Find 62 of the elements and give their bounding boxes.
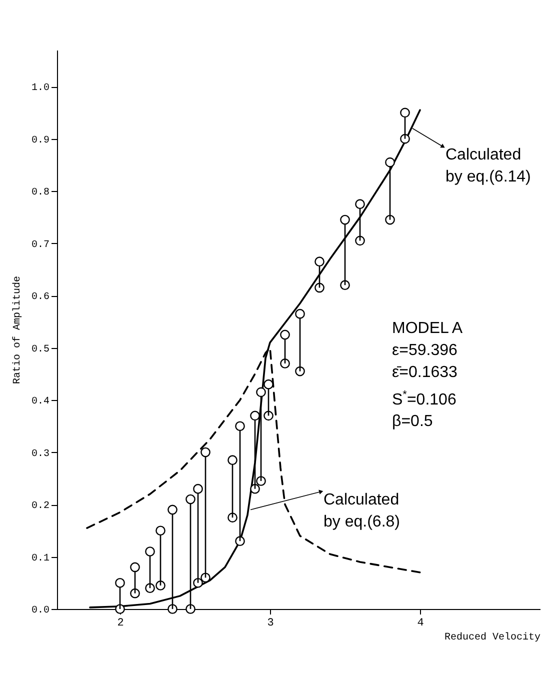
annotation: MODEL A [392, 319, 463, 339]
point [200, 447, 210, 458]
annotation: β=0.5 [392, 412, 434, 432]
y-tick-label: 0.7 [31, 240, 50, 251]
point [250, 410, 260, 421]
y-tick-label: 0.3 [31, 448, 50, 460]
y-tick-label: 1.0 [31, 83, 50, 94]
point [145, 583, 155, 594]
point [130, 562, 140, 572]
point [264, 410, 274, 421]
point [340, 214, 350, 225]
point [228, 512, 238, 522]
x-axis-title: Reduced Velocity [444, 632, 540, 644]
point [314, 256, 324, 267]
x-tick-label: 3 [267, 618, 274, 630]
point [145, 546, 155, 556]
point [385, 214, 395, 225]
point [193, 578, 203, 588]
point [256, 476, 266, 486]
point [168, 604, 178, 614]
annotation: ε=59.396 [392, 341, 458, 361]
point [235, 421, 245, 432]
point [168, 504, 178, 515]
point [295, 366, 305, 376]
point [385, 157, 395, 168]
point [156, 580, 166, 590]
y-tick-label: 0.1 [31, 553, 50, 564]
annotation: ε̄=0.1633 [392, 363, 458, 383]
point [186, 494, 196, 504]
y-tick-label: 0.8 [31, 188, 50, 199]
y-tick-label: 0.0 [31, 606, 50, 616]
point [280, 330, 290, 340]
annotation: Calculated by eq.(6.8) [324, 492, 400, 531]
point [193, 484, 203, 494]
point [314, 282, 324, 293]
point [250, 484, 260, 494]
y-tick-label: 0.6 [31, 292, 50, 304]
y-tick-label: 0.5 [31, 344, 50, 356]
point [235, 536, 245, 546]
point [264, 379, 274, 390]
point [340, 280, 350, 290]
x-tick-label: 2 [117, 618, 124, 630]
point [228, 455, 238, 466]
point [280, 358, 290, 368]
point [186, 604, 196, 614]
point [130, 588, 140, 598]
point [400, 134, 410, 144]
x-tick-label: 4 [417, 618, 424, 630]
y-tick-label: 0.9 [31, 135, 50, 146]
point [355, 236, 365, 246]
y-axis-title: Ratio of Amplitude [11, 276, 24, 384]
point [200, 572, 210, 583]
point [295, 308, 305, 319]
point [400, 108, 410, 118]
annotation: Calculated by eq.(6.14) [446, 146, 531, 186]
point [156, 526, 166, 536]
point [355, 199, 365, 210]
y-tick-label: 0.2 [31, 501, 50, 512]
y-tick-label: 0.4 [31, 396, 50, 408]
point [115, 578, 125, 588]
annotation: S$^{*}$=0.106 [392, 388, 458, 410]
point [256, 387, 266, 398]
